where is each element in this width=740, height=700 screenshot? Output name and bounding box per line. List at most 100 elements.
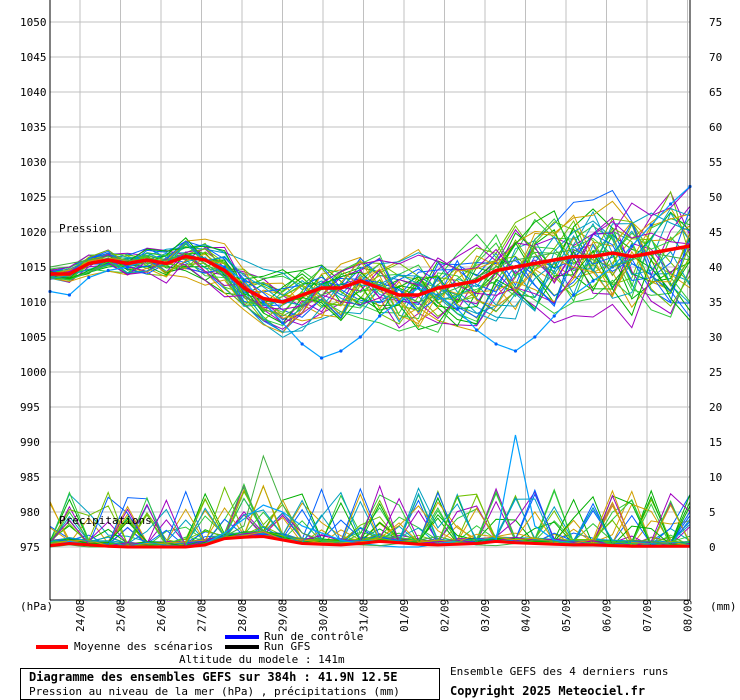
right-tick-label: 50	[709, 191, 722, 204]
control-pressure-point	[67, 293, 71, 297]
x-tick-label: 30/08	[317, 599, 330, 632]
left-tick-label: 1000	[20, 366, 47, 379]
left-tick-label: 1035	[20, 121, 47, 134]
left-tick-label: 1040	[20, 86, 47, 99]
control-pressure-point	[261, 300, 265, 304]
legend-control-swatch	[225, 635, 259, 639]
left-tick-label: 975	[20, 541, 40, 554]
control-pressure-point	[475, 328, 479, 332]
left-tick-label: 1015	[20, 261, 47, 274]
chart-axes: 1050104510401035103010251020101510101005…	[20, 0, 722, 632]
right-tick-label: 0	[709, 541, 716, 554]
right-tick-label: 30	[709, 331, 722, 344]
right-tick-label: 45	[709, 226, 722, 239]
control-pressure-point	[552, 314, 556, 318]
x-tick-label: 05/09	[560, 599, 573, 632]
left-tick-label: 995	[20, 401, 40, 414]
control-pressure-point	[630, 244, 634, 248]
left-tick-label: 980	[20, 506, 40, 519]
legend-control-label: Run de contrôle	[264, 630, 364, 643]
x-tick-label: 25/08	[115, 599, 128, 632]
control-pressure-point	[300, 342, 304, 346]
right-tick-label: 55	[709, 156, 722, 169]
left-tick-label: 1005	[20, 331, 47, 344]
control-pressure-point	[378, 314, 382, 318]
control-pressure-point	[339, 349, 343, 353]
legend-mean-swatch	[36, 645, 68, 649]
chart-subtitle: Pression au niveau de la mer (hPa) , pré…	[29, 685, 400, 698]
x-tick-label: 08/09	[682, 599, 695, 632]
main-series	[48, 184, 692, 549]
member-pressure-line	[49, 230, 691, 327]
left-tick-label: 1045	[20, 51, 47, 64]
member-pressure-line	[49, 207, 691, 307]
control-pressure-point	[669, 202, 673, 206]
member-pressure-line	[49, 210, 691, 325]
right-tick-label: 25	[709, 366, 722, 379]
legend-mean-label: Moyenne des scénarios	[74, 640, 214, 653]
right-tick-label: 60	[709, 121, 722, 134]
legend-gfs-swatch	[225, 645, 259, 649]
left-tick-label: 1025	[20, 191, 47, 204]
chart-title: Diagramme des ensembles GEFS sur 384h : …	[29, 670, 398, 684]
control-pressure-point	[242, 279, 246, 283]
member-pressure-line	[49, 220, 691, 310]
control-pressure-point	[455, 307, 459, 311]
control-pressure-point	[494, 342, 498, 346]
x-tick-label: 26/08	[155, 599, 168, 632]
legend-gfs-label: Run GFS	[264, 640, 311, 653]
x-tick-label: 06/09	[601, 599, 614, 632]
control-pressure-point	[572, 293, 576, 297]
control-pressure-point	[416, 286, 421, 290]
right-tick-label: 40	[709, 261, 722, 274]
member-pressure-line	[49, 209, 691, 307]
member-pressure-line	[49, 242, 691, 330]
member-precip-line	[49, 487, 691, 547]
control-pressure-point	[222, 265, 227, 269]
left-tick-label: 1030	[20, 156, 47, 169]
control-pressure-point	[513, 349, 518, 353]
left-tick-label: 1020	[20, 226, 47, 239]
mean-pressure-line	[50, 244, 691, 304]
right-unit: (mm)	[710, 600, 737, 613]
right-tick-label: 5	[709, 506, 716, 519]
x-tick-label: 24/08	[74, 599, 87, 632]
control-pressure-point	[591, 279, 595, 283]
left-tick-label: 985	[20, 471, 40, 484]
pressure-label: Pression	[59, 222, 112, 235]
x-tick-label: 02/09	[439, 599, 452, 632]
x-tick-label: 01/09	[398, 599, 411, 632]
x-tick-label: 28/08	[236, 599, 249, 632]
member-pressure-line	[49, 249, 691, 325]
ensemble-note: Ensemble GEFS des 4 derniers runs	[450, 665, 669, 678]
right-tick-label: 10	[709, 471, 722, 484]
copyright: Copyright 2025 Meteociel.fr	[450, 684, 646, 698]
title-box: Diagramme des ensembles GEFS sur 384h : …	[20, 668, 440, 700]
x-tick-label: 07/09	[641, 599, 654, 632]
x-tick-label: 03/09	[479, 599, 492, 632]
ensemble-members	[49, 186, 691, 548]
member-pressure-line	[49, 211, 691, 315]
left-tick-label: 1050	[20, 16, 47, 29]
right-tick-label: 15	[709, 436, 722, 449]
control-pressure-point	[358, 335, 362, 339]
precip-label: Précipitations	[59, 514, 152, 527]
x-tick-label: 04/09	[520, 599, 533, 632]
right-tick-label: 70	[709, 51, 722, 64]
control-pressure-point	[281, 321, 285, 325]
control-precip-line	[49, 434, 690, 548]
member-precip-line	[49, 495, 691, 548]
left-tick-label: 1010	[20, 296, 47, 309]
right-tick-label: 75	[709, 16, 722, 29]
left-unit: (hPa)	[20, 600, 53, 613]
control-pressure-point	[397, 300, 401, 304]
x-tick-label: 27/08	[196, 599, 209, 632]
x-tick-label: 31/08	[358, 599, 371, 632]
x-tick-label: 29/08	[277, 599, 290, 632]
control-pressure-point	[533, 335, 537, 339]
altitude-label: Altitude du modele : 141m	[179, 653, 345, 666]
member-pressure-line	[49, 235, 691, 320]
mean-precip-line	[49, 534, 690, 549]
control-pressure-point	[649, 223, 653, 227]
